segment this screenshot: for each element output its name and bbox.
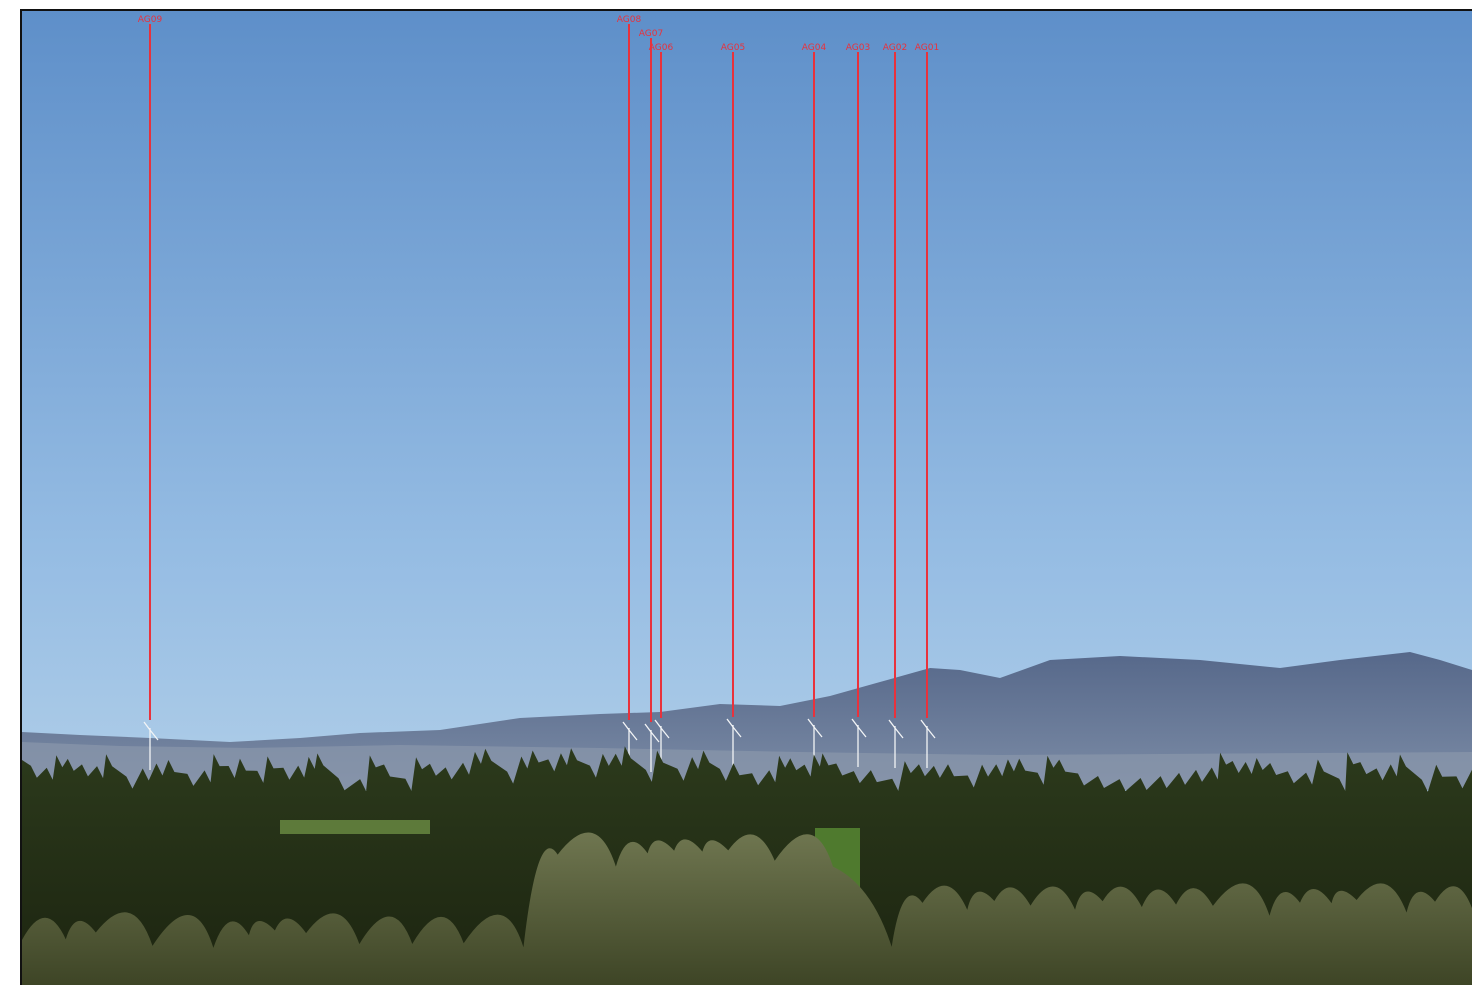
marker-label: AG05 <box>721 43 745 53</box>
marker-label: AG04 <box>802 43 827 53</box>
marker-label: AG06 <box>649 43 674 53</box>
photo: AG09 AG08 AG07 AG06 AG05 AG04 AG03 AG02 AG01 <box>0 0 1472 985</box>
page: AG09AG08AG07AG06AG05AG04AG03AG02AG01 (()… <box>0 0 1472 985</box>
marker-label: AG02 <box>883 43 907 53</box>
marker-label: AG07 <box>639 29 663 39</box>
field <box>280 820 430 834</box>
marker-label: AG03 <box>846 43 870 53</box>
marker-label: AG01 <box>915 43 939 53</box>
marker-label: AG08 <box>617 15 642 25</box>
marker-label: AG09 <box>138 15 163 25</box>
